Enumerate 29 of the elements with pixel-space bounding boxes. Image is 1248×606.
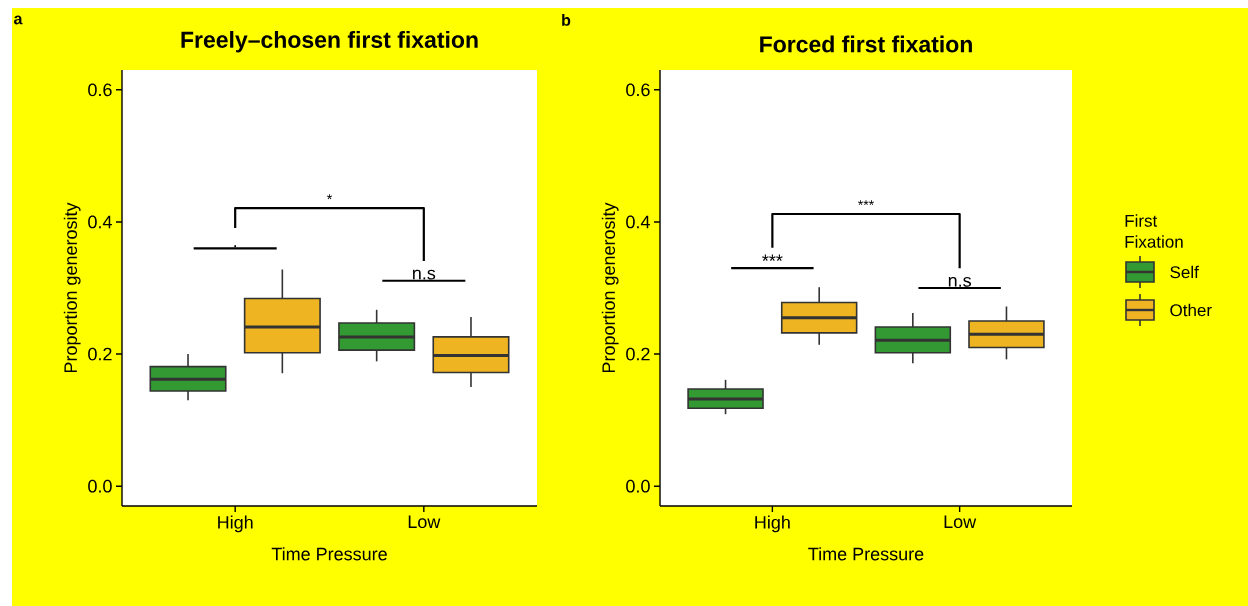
legend-label: Other: [1170, 303, 1212, 317]
x-tick-label: Low: [408, 515, 441, 529]
y-tick-label: 0.0: [88, 479, 112, 493]
y-axis-title: Proportion generosity: [63, 202, 81, 373]
y-axis-title: Proportion generosity: [601, 202, 619, 373]
annotation: ***: [762, 254, 783, 261]
y-tick-label: 0.4: [88, 215, 112, 229]
annotation: n.s: [413, 269, 436, 280]
text: b: [562, 14, 571, 26]
y-tick-label: 0.2: [626, 347, 650, 361]
x-axis-title: Time Pressure: [808, 547, 924, 561]
x-axis-title: Time Pressure: [271, 547, 387, 561]
y-tick-label: 0.4: [626, 215, 650, 229]
x-tick-label: High: [218, 515, 253, 533]
annotation: ***: [858, 200, 874, 206]
x-tick-label: Low: [944, 515, 977, 529]
x-tick-label: High: [755, 515, 790, 533]
legend-title: First Fixation: [1125, 214, 1183, 248]
annotation: .: [234, 245, 237, 248]
y-tick-label: 0.6: [626, 83, 650, 97]
annotation: *: [327, 194, 333, 200]
y-tick-label: 0.6: [88, 83, 112, 97]
text: a: [14, 15, 23, 25]
legend-label: Self: [1170, 265, 1199, 279]
y-tick-label: 0.0: [626, 479, 650, 493]
y-tick-label: 0.2: [88, 347, 112, 361]
chart-title: Freely–chosen first fixation: [181, 31, 478, 53]
chart-title: Forced first fixation: [760, 35, 972, 53]
annotation: n.s: [948, 276, 972, 287]
